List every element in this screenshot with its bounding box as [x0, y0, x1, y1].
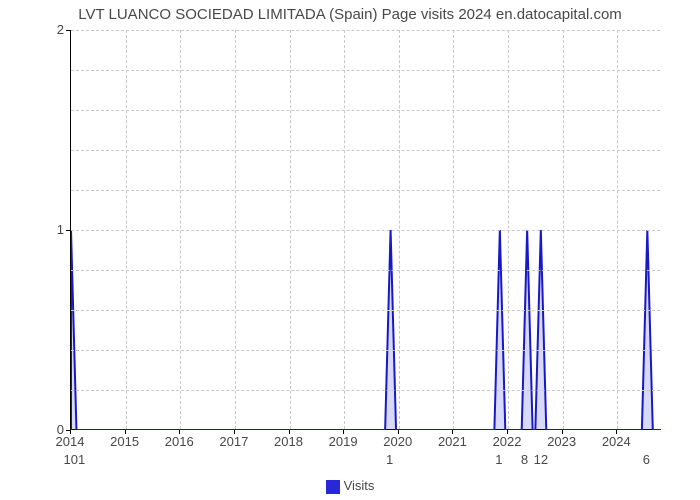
x-tick-mark: [289, 430, 290, 434]
grid-v: [235, 30, 236, 429]
grid-h-minor: [71, 70, 660, 71]
grid-v: [617, 30, 618, 429]
x-tick-mark: [179, 430, 180, 434]
y-tick-label: 1: [44, 222, 64, 237]
grid-v: [399, 30, 400, 429]
grid-h-major: [71, 30, 660, 31]
y-tick-label: 2: [44, 22, 64, 37]
x-tick-mark: [70, 430, 71, 434]
value-label: 6: [643, 452, 650, 467]
grid-v: [180, 30, 181, 429]
legend-label: Visits: [344, 478, 375, 493]
grid-h-minor: [71, 390, 660, 391]
legend: Visits: [0, 478, 700, 494]
x-tick-mark: [234, 430, 235, 434]
x-tick-label: 2024: [602, 434, 631, 449]
y-tick-mark: [66, 30, 70, 31]
grid-h-minor: [71, 350, 660, 351]
x-tick-label: 2022: [493, 434, 522, 449]
x-tick-mark: [452, 430, 453, 434]
grid-v: [508, 30, 509, 429]
value-label: 8: [521, 452, 528, 467]
plot-area: [70, 30, 660, 430]
x-tick-mark: [125, 430, 126, 434]
x-tick-mark: [398, 430, 399, 434]
grid-h-minor: [71, 110, 660, 111]
chart-title: LVT LUANCO SOCIEDAD LIMITADA (Spain) Pag…: [0, 6, 700, 23]
grid-h-major: [71, 230, 660, 231]
x-tick-label: 2019: [329, 434, 358, 449]
x-tick-label: 2014: [56, 434, 85, 449]
x-tick-label: 2015: [110, 434, 139, 449]
x-tick-label: 2017: [219, 434, 248, 449]
x-tick-label: 2021: [438, 434, 467, 449]
grid-h-minor: [71, 150, 660, 151]
grid-v: [563, 30, 564, 429]
value-label: 1: [386, 452, 393, 467]
x-tick-mark: [343, 430, 344, 434]
legend-swatch: [326, 480, 340, 494]
value-label: 101: [64, 452, 86, 467]
grid-h-minor: [71, 190, 660, 191]
grid-v: [453, 30, 454, 429]
x-tick-label: 2023: [547, 434, 576, 449]
y-tick-mark: [66, 230, 70, 231]
grid-h-minor: [71, 270, 660, 271]
x-tick-label: 2016: [165, 434, 194, 449]
x-tick-mark: [562, 430, 563, 434]
grid-h-minor: [71, 310, 660, 311]
grid-v: [344, 30, 345, 429]
grid-v: [126, 30, 127, 429]
x-tick-label: 2020: [383, 434, 412, 449]
x-tick-mark: [507, 430, 508, 434]
value-label: 1: [495, 452, 502, 467]
value-label: 12: [534, 452, 548, 467]
x-tick-label: 2018: [274, 434, 303, 449]
grid-v: [290, 30, 291, 429]
x-tick-mark: [616, 430, 617, 434]
